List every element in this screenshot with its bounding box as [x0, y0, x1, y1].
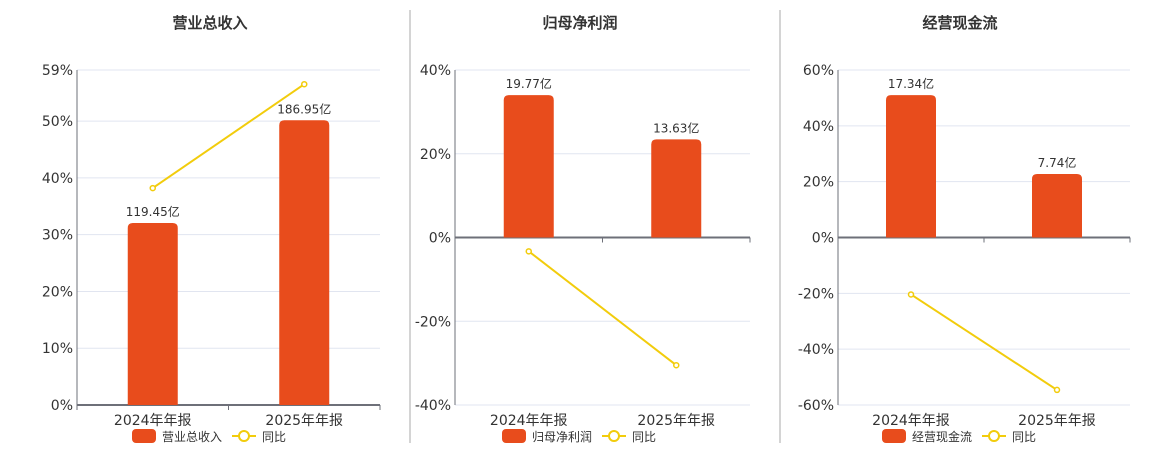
y-tick-label: 40% — [420, 63, 451, 79]
bar-data-label: 19.77亿 — [506, 76, 552, 91]
legend-line-label: 同比 — [1012, 430, 1036, 444]
bar — [279, 120, 330, 405]
yoy-point — [1053, 386, 1061, 394]
bar-data-label: 13.63亿 — [653, 120, 699, 135]
y-tick-label: 40% — [42, 171, 73, 187]
bar-data-label: 17.34亿 — [888, 76, 934, 91]
y-tick-label: -40% — [415, 398, 451, 414]
y-tick-label: 20% — [803, 175, 834, 191]
legend-bar-label: 营业总收入 — [162, 430, 222, 444]
chart-panel-3: 经营现金流 -60% -40% -20% 0% 20% 40% 60% 17.34亿 2024年年… — [798, 14, 1131, 444]
legend-line-label: 同比 — [632, 430, 656, 444]
chart-panel-2: 归母净利润 -40% -20% 0% 20% 40% 19.77亿 2024年年报 13.63亿… — [415, 14, 751, 444]
y-tick-label: 60% — [803, 63, 834, 79]
chart-panel-1: 营业总收入 0% 10% 20% 30% 40% 50% 59% 119.45亿 2024年年报 1… — [42, 14, 381, 444]
y-tick-label: 0% — [812, 231, 834, 247]
chart-title: 经营现金流 — [922, 14, 997, 32]
x-tick-label: 2025年年报 — [637, 413, 715, 429]
y-tick-label: 20% — [420, 147, 451, 163]
x-tick-label: 2025年年报 — [1018, 413, 1096, 429]
yoy-line — [152, 83, 305, 189]
bar — [1032, 173, 1082, 238]
yoy-point — [301, 80, 308, 88]
y-tick-label: -40% — [798, 342, 834, 358]
legend-line-marker — [608, 430, 620, 442]
bar — [651, 139, 702, 238]
y-tick-label: 0% — [429, 231, 451, 247]
chart-title: 营业总收入 — [172, 14, 247, 32]
x-tick-label: 2024年年报 — [490, 413, 568, 429]
y-tick-label: 30% — [42, 228, 73, 244]
y-tick-label: 10% — [42, 341, 73, 357]
yoy-point — [907, 291, 915, 298]
x-tick-label: 2024年年报 — [872, 413, 950, 429]
legend-bar-label: 归母净利润 — [532, 430, 592, 444]
yoy-point — [673, 361, 680, 369]
chart-title: 归母净利润 — [542, 14, 617, 32]
y-tick-label: 0% — [51, 398, 73, 414]
y-tick-label: -60% — [798, 398, 834, 414]
y-tick-label: 40% — [803, 119, 834, 135]
yoy-point — [149, 184, 156, 192]
y-tick-label: -20% — [798, 286, 834, 302]
bar — [127, 223, 178, 405]
y-tick-label: -20% — [415, 314, 451, 330]
bar — [886, 95, 936, 238]
yoy-line — [528, 250, 677, 367]
legend-line-label: 同比 — [262, 430, 286, 444]
bar-data-label: 7.74亿 — [1038, 155, 1077, 170]
y-tick-label: 20% — [42, 284, 73, 300]
legend-line-marker — [238, 430, 250, 442]
y-tick-label: 50% — [42, 114, 73, 130]
legend-bar-swatch — [132, 429, 156, 443]
yoy-point — [525, 248, 532, 255]
bar — [503, 95, 554, 238]
legend-bar-swatch — [502, 429, 526, 443]
bar-data-label: 186.95亿 — [277, 101, 331, 116]
x-tick-label: 2024年年报 — [114, 413, 192, 429]
legend-line-marker — [988, 430, 1000, 442]
legend-bar-label: 经营现金流 — [912, 429, 972, 444]
bar-data-label: 119.45亿 — [126, 204, 180, 219]
yoy-line — [910, 293, 1058, 391]
legend-bar-swatch — [882, 429, 906, 443]
y-tick-label: 59% — [42, 63, 73, 79]
x-tick-label: 2025年年报 — [265, 413, 343, 429]
